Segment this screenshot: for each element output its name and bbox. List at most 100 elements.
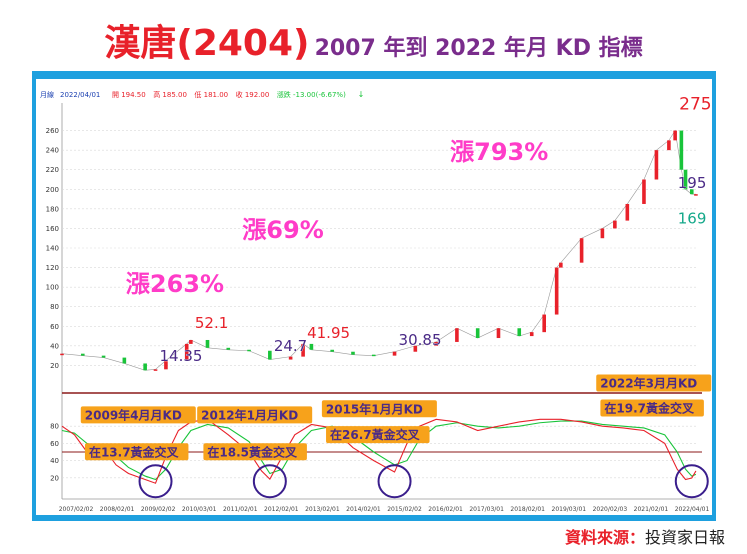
x-tick-label: 2020/02/03 (593, 506, 628, 513)
golden-cross-circle (138, 464, 173, 499)
price-tick-label: 240 (46, 147, 59, 155)
price-candle (351, 351, 355, 355)
price-annotation: 195 (678, 174, 707, 192)
kd-annotation-bg (197, 406, 313, 424)
kd-annotation-bg (84, 443, 189, 461)
price-candle (330, 349, 334, 352)
kd-tick-label: 80 (50, 423, 59, 431)
info-period: 月線 (40, 90, 54, 99)
source-label: 資料來源： (564, 528, 645, 547)
price-candle (542, 314, 546, 333)
kd-annotation: 在26.7黃金交叉 (330, 427, 421, 442)
kd-annotation: 在13.7黃金交叉 (89, 444, 180, 459)
kd-annotation-bg (80, 406, 196, 424)
price-tick-label: 200 (46, 186, 59, 194)
gain-label: 漲69% (242, 216, 323, 244)
price-candle (673, 130, 677, 141)
price-candle (625, 203, 630, 221)
price-candle (517, 328, 522, 337)
golden-cross-circle (377, 464, 412, 499)
price-annotation: 169 (678, 210, 707, 228)
price-candle (455, 328, 459, 342)
price-candle (392, 351, 397, 356)
x-tick-label: 2014/02/01 (346, 506, 381, 513)
price-candle (309, 343, 314, 350)
gain-label: 漲793% (450, 138, 548, 166)
info-arrow: ↓ (358, 90, 365, 99)
k-line (61, 418, 697, 484)
price-annotation: 14.35 (160, 347, 203, 365)
price-candle (122, 357, 127, 364)
kd-annotation-bg (596, 374, 712, 392)
chart-svg: 月線 2022/04/01 開 194.50 高 185.00 低 181.00 收 19… (40, 90, 712, 513)
price-tick-label: 160 (46, 225, 59, 233)
chart-area: 月線 2022/04/01 開 194.50 高 185.00 低 181.00 收 19… (36, 79, 712, 515)
price-candle (153, 369, 158, 371)
price-annotation: 30.85 (399, 331, 442, 349)
kd-annotation-bg (321, 400, 437, 418)
price-annotation: 52.1 (195, 314, 228, 332)
price-candle (654, 150, 659, 180)
kd-annotation: 在18.5黃金交叉 (207, 444, 298, 459)
price-candle (371, 354, 376, 357)
price-candle (247, 349, 251, 352)
kd-annotation-bg (203, 443, 307, 461)
price-candle (689, 189, 694, 195)
chart-title: 漢唐(2404) 2007 年到 2022 年月 KD 指標 (0, 14, 747, 66)
x-tick-label: 2009/02/02 (141, 506, 176, 513)
kd-annotation: 2015年1月月KD (326, 401, 423, 416)
kd-tick-label: 40 (50, 457, 59, 465)
x-tick-label: 2010/03/01 (182, 506, 217, 513)
title-main: 漢唐(2404) (104, 23, 310, 64)
info-item: 漲跌 -13.00(-6.67%) (277, 90, 346, 99)
golden-cross-circle (252, 464, 287, 499)
price-candle (101, 355, 106, 358)
kd-tick-label: 60 (50, 440, 59, 448)
price-candle (301, 343, 305, 357)
source-credit: 資料來源：投資家日報 (565, 524, 725, 548)
x-tick-label: 2013/02/01 (305, 506, 340, 513)
price-candle (679, 130, 684, 170)
price-candle (80, 353, 85, 356)
x-tick-label: 2017/03/01 (469, 506, 504, 513)
info-item: 低 181.00 (194, 90, 228, 99)
price-tick-label: 260 (46, 127, 59, 135)
x-tick-label: 2015/02/02 (387, 506, 422, 513)
price-line (61, 129, 696, 371)
price-tick-label: 60 (50, 323, 59, 331)
price-tick-label: 40 (50, 342, 59, 350)
kd-annotation-bg (326, 426, 430, 444)
price-candle (288, 356, 293, 360)
kd-tick-label: 20 (50, 474, 59, 482)
x-tick-label: 2016/02/01 (428, 506, 463, 513)
price-candle (694, 194, 698, 196)
kd-annotation-bg (600, 399, 704, 417)
source-value: 投資家日報 (644, 528, 725, 547)
price-candle (529, 332, 534, 337)
price-candle (600, 228, 605, 239)
price-candle (164, 360, 168, 370)
golden-cross-circle (674, 464, 709, 499)
info-item: 高 185.00 (153, 90, 187, 99)
price-tick-label: 140 (46, 245, 59, 253)
price-candle (184, 343, 189, 361)
price-candle (434, 341, 438, 346)
x-tick-label: 2007/02/02 (59, 506, 94, 513)
kd-annotation: 2022年3月月KD (600, 376, 697, 391)
x-tick-label: 2008/02/01 (100, 506, 135, 513)
price-candle (683, 169, 688, 190)
kd-annotation: 2012年1月月KD (201, 407, 298, 422)
price-tick-label: 180 (46, 205, 59, 213)
title-sub: 2007 年到 2022 年月 KD 指標 (314, 36, 643, 61)
price-candle (475, 328, 480, 339)
x-tick-label: 2012/02/01 (264, 506, 299, 513)
price-candle (579, 238, 584, 263)
price-annotation: 41.95 (307, 324, 350, 342)
price-candle (496, 328, 501, 339)
x-tick-label: 2011/02/01 (223, 506, 258, 513)
x-tick-label: 2021/02/01 (634, 506, 669, 513)
price-candle (143, 363, 147, 371)
info-item: 收 192.00 (236, 90, 270, 99)
price-candle (554, 267, 559, 315)
price-annotation: 275.5 (679, 94, 712, 114)
